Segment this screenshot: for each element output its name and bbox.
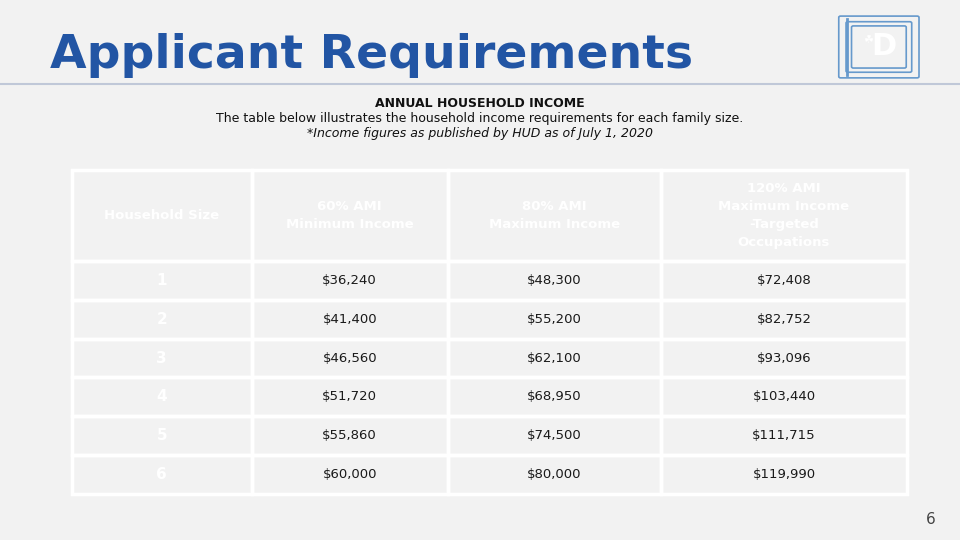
Text: *Income figures as published by HUD as of July 1, 2020: *Income figures as published by HUD as o… [307,127,653,140]
Text: 1: 1 [156,273,167,288]
Text: $55,860: $55,860 [323,429,377,442]
Text: $82,752: $82,752 [756,313,811,326]
Text: Household Size: Household Size [105,209,219,222]
Text: 6: 6 [926,511,936,526]
Text: ANNUAL HOUSEHOLD INCOME: ANNUAL HOUSEHOLD INCOME [375,97,585,110]
Text: D: D [871,32,896,62]
Text: $93,096: $93,096 [756,352,811,365]
Text: $80,000: $80,000 [527,468,582,481]
Text: -Targeted: -Targeted [749,218,819,231]
Text: Occupations: Occupations [738,236,830,249]
Text: $48,300: $48,300 [527,274,582,287]
Text: 120% AMI: 120% AMI [747,182,821,195]
Text: $68,950: $68,950 [527,390,582,403]
Text: $119,990: $119,990 [753,468,816,481]
Text: 5: 5 [156,428,167,443]
Text: 2: 2 [156,312,167,327]
Text: Applicant Requirements: Applicant Requirements [50,33,693,78]
Text: Maximum Income: Maximum Income [489,218,620,231]
Text: $111,715: $111,715 [753,429,816,442]
Text: $72,408: $72,408 [756,274,811,287]
Text: $46,560: $46,560 [323,352,377,365]
Text: The table below illustrates the household income requirements for each family si: The table below illustrates the househol… [216,112,744,125]
Text: 4: 4 [156,389,167,404]
Text: $103,440: $103,440 [753,390,816,403]
Text: Maximum Income: Maximum Income [718,200,850,213]
Text: $36,240: $36,240 [323,274,377,287]
Text: $62,100: $62,100 [527,352,582,365]
Text: Minimum Income: Minimum Income [286,218,414,231]
Text: $60,000: $60,000 [323,468,377,481]
Text: $51,720: $51,720 [323,390,377,403]
Text: $41,400: $41,400 [323,313,377,326]
Text: $55,200: $55,200 [527,313,582,326]
Text: 6: 6 [156,467,167,482]
Text: 60% AMI: 60% AMI [318,200,382,213]
Text: ☘: ☘ [863,35,873,45]
Text: 3: 3 [156,350,167,366]
Text: 80% AMI: 80% AMI [522,200,587,213]
Text: $74,500: $74,500 [527,429,582,442]
